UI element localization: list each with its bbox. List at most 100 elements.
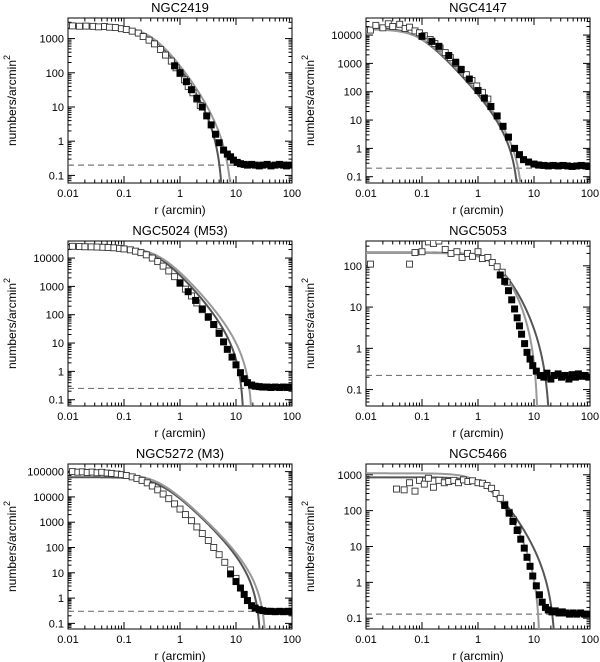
filled-square-point [198,103,206,111]
x-tick-label: 0.01 [57,188,78,200]
x-axis-label: r (arcmin) [452,649,503,662]
y-tick-label: 10 [350,542,362,554]
y-tick-label: 0.1 [49,618,64,630]
filled-square-point [493,112,501,120]
open-square-point [148,254,156,262]
filled-square-point [232,578,240,586]
open-square-point [441,245,449,253]
filled-square-point [171,62,179,70]
x-tick-label: 100 [283,411,301,423]
x-axis-label: r (arcmin) [452,426,503,440]
filled-square-point [465,75,473,83]
filled-square-point [573,610,581,618]
open-square-point [165,267,173,275]
y-tick-label: 100 [344,506,362,518]
plot-area [366,472,590,629]
y-tick-label: 10 [52,568,64,580]
panel-title: NGC5053 [449,223,507,238]
filled-square-point [561,371,569,379]
filled-square-point [504,133,512,141]
filled-square-point [267,383,275,391]
open-square-point [154,258,162,266]
filled-square-point [585,162,590,170]
y-axis-label-superscript: 2 [2,55,12,60]
open-square-point [159,490,167,498]
y-tick-label: 100 [46,68,64,80]
open-square-point [393,485,400,493]
x-tick-label: 0.01 [355,634,376,646]
open-square-point [111,24,119,32]
filled-square-point [283,383,291,391]
x-tick-label: 0.1 [414,188,429,200]
filled-square-point [550,371,558,379]
y-tick-label: 10 [350,302,362,314]
open-square-point [128,27,136,35]
x-tick-label: 1 [475,411,481,423]
filled-square-point [513,314,521,322]
y-tick-label: 0.1 [347,172,362,184]
filled-square-point [285,161,292,169]
open-square-point [366,260,374,268]
filled-square-point [505,509,513,517]
filled-square-point [240,590,248,598]
filled-square-point [445,51,453,59]
filled-square-point [428,37,436,45]
y-axis-label: numbers/arcmin2 [300,278,317,369]
filled-square-point [523,348,531,356]
panel-title: NGC2419 [151,0,209,15]
open-square-point [492,490,500,497]
open-square-point [366,26,374,34]
panel-title: NGC4147 [449,0,507,15]
filled-square-point [267,607,275,615]
filled-square-point [198,305,206,313]
y-tick-label: 1 [356,143,362,155]
y-axis-label-superscript: 2 [300,278,310,283]
y-axis-label: numbers/arcmin2 [2,55,19,146]
filled-square-point [276,160,284,168]
open-square-point [396,20,404,28]
panel-1: NGC2419 0.01 0.1 1 10 100 0.1 1 10 100 1000 r (arcm… [2,0,301,217]
open-square-point [157,46,165,53]
filled-square-point [535,591,543,599]
filled-square-point [457,66,465,74]
open-square-point [418,248,426,256]
filled-square-point [511,305,519,313]
filled-square-point [236,160,244,168]
y-tick-label: 1 [356,343,362,355]
filled-square-point [526,355,534,363]
open-square-point [165,495,173,503]
filled-square-point [474,87,482,95]
filled-square-point [577,609,585,617]
y-tick-label: 10000 [33,253,64,265]
filled-square-point [176,69,184,77]
filled-square-point [581,610,589,618]
open-square-point [162,51,169,59]
open-square-point [106,23,113,31]
filled-square-point [538,598,546,606]
filled-square-point [520,544,528,552]
filled-square-point [525,158,533,166]
open-square-point [110,244,118,252]
model-curve-light [366,472,540,629]
open-square-point [221,558,229,566]
open-square-point [493,263,501,271]
open-square-point [488,484,496,492]
filled-square-point [182,78,190,86]
model-curve-dark [68,24,223,183]
filled-square-point [263,383,271,391]
filled-square-point [287,383,292,391]
filled-square-point [534,161,542,169]
y-axis-label: numbers/arcmin2 [2,501,19,592]
y-tick-label: 1 [58,593,64,605]
open-square-point [400,486,408,494]
y-tick-label: 1 [356,577,362,589]
open-square-point [187,517,195,525]
filled-square-point [452,58,460,66]
filled-square-point [259,607,267,615]
open-square-point [139,33,147,40]
filled-square-point [558,373,566,381]
filled-square-point [558,608,566,616]
open-square-point [204,537,212,544]
open-square-point [75,22,83,30]
open-square-point [424,474,432,482]
